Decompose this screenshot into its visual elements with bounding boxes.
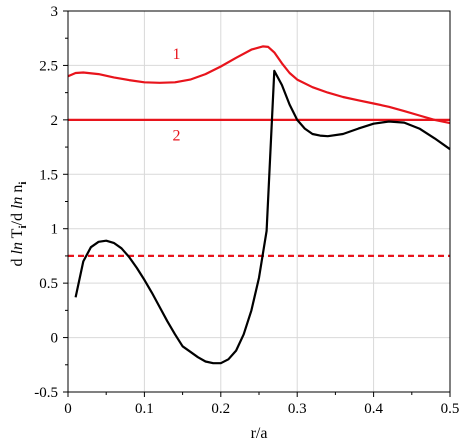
y-title-sub1: i	[17, 225, 29, 228]
x-tick-label-0: 0	[64, 401, 72, 417]
y-title-sub2: i	[17, 182, 29, 185]
y-tick-label-2: 0.5	[39, 276, 58, 292]
y-tick-label-7: 3	[51, 4, 59, 20]
y-title-ln2: ln	[9, 197, 26, 209]
x-tick-label-4: 0.4	[364, 401, 383, 417]
series-line-0	[67, 45, 451, 125]
y-axis-title: d ln Ti/d ln ni	[9, 182, 29, 267]
y-title-T: T	[9, 228, 26, 242]
y-tick-label-1: 0	[51, 331, 59, 347]
x-tick-label-1: 0.1	[135, 401, 154, 417]
series-label-1: 1	[172, 46, 180, 63]
y-tick-label-6: 2.5	[39, 58, 58, 74]
y-tick-label-0: -0.5	[34, 385, 58, 401]
series-label-2: 2	[172, 128, 180, 145]
y-title-slash: /d	[9, 209, 26, 225]
y-tick-label-4: 1.5	[39, 167, 58, 183]
y-title-ln1: ln	[9, 242, 26, 254]
x-tick-label-2: 0.2	[211, 401, 230, 417]
grid	[67, 10, 451, 393]
y-tick-label-5: 2	[51, 113, 59, 129]
x-axis-title: r/a	[251, 425, 268, 442]
plot-border	[67, 10, 451, 393]
series-group	[67, 45, 451, 365]
x-tick-label-3: 0.3	[288, 401, 307, 417]
y-title-n: n	[9, 185, 26, 197]
plot-frame	[63, 10, 451, 397]
series-line-3	[74, 69, 451, 365]
y-title-d1: d	[9, 254, 26, 266]
x-tick-label-5: 0.5	[441, 401, 460, 417]
tick-labels: -0.5 0 0.5 1 1.5 2 2.5 3 0 0.1 0.2 0.3 0.4 0.5	[34, 4, 459, 417]
y-tick-label-3: 1	[51, 222, 59, 238]
series-labels: 12	[172, 46, 180, 145]
